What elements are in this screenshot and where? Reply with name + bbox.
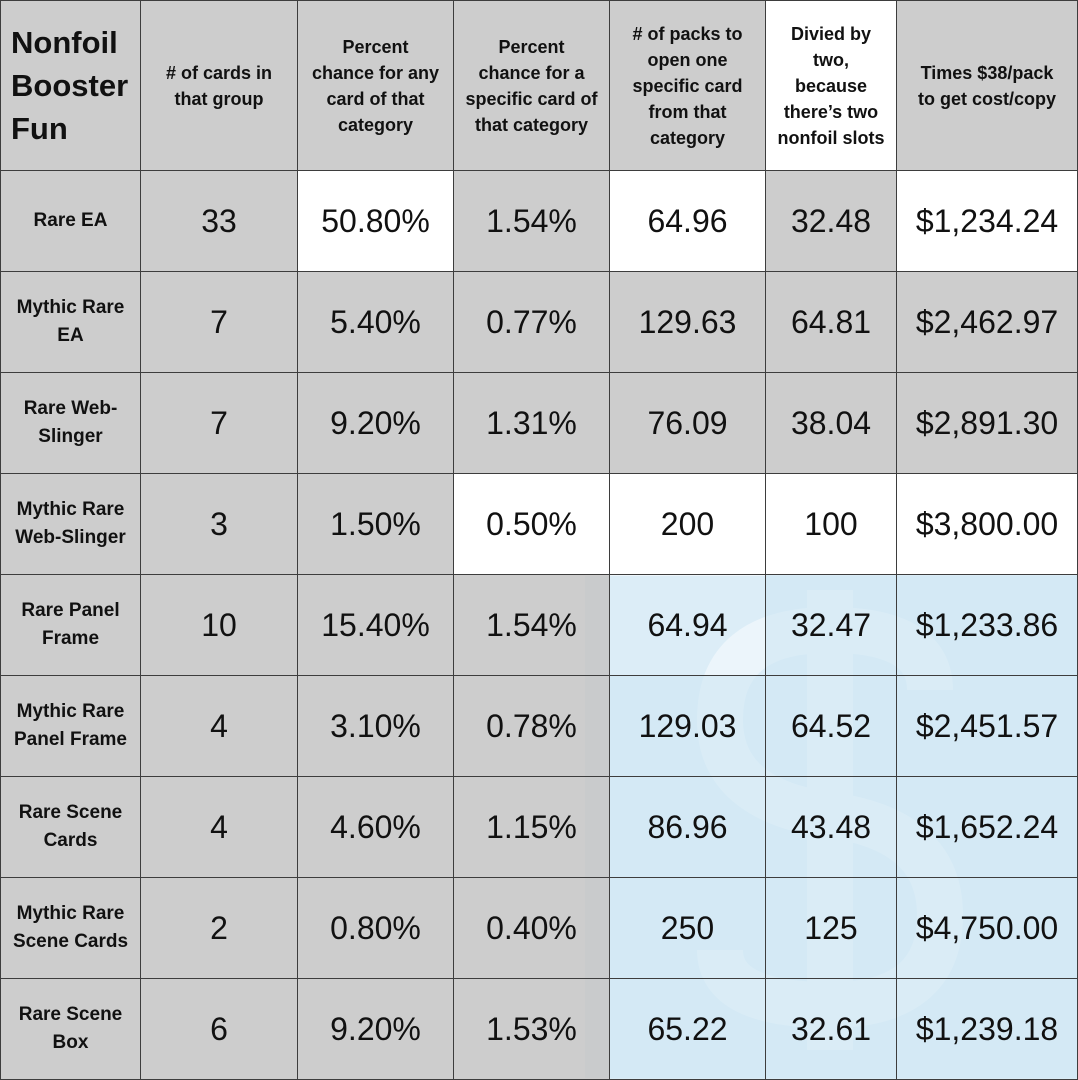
- cell-packs-to-open: 129.03: [609, 675, 766, 777]
- cell-cost-per-copy: $1,233.86: [896, 574, 1078, 676]
- cell-any-card-chance: 1.50%: [297, 473, 454, 575]
- cell-specific-card-chance: 0.77%: [453, 271, 610, 373]
- cell-cost-per-copy: $1,234.24: [896, 170, 1078, 272]
- cell-card-count: 6: [140, 978, 298, 1080]
- cell-divided-by-two: 38.04: [765, 372, 897, 474]
- row-label: Rare EA: [0, 170, 141, 272]
- cell-card-count: 7: [140, 372, 298, 474]
- cell-specific-card-chance: 1.31%: [453, 372, 610, 474]
- cell-cost-per-copy: $2,891.30: [896, 372, 1078, 474]
- cell-divided-by-two: 100: [765, 473, 897, 575]
- row-label: Mythic Rare EA: [0, 271, 141, 373]
- cell-specific-card-chance: 1.53%: [453, 978, 610, 1080]
- cell-packs-to-open: 65.22: [609, 978, 766, 1080]
- cell-divided-by-two: 125: [765, 877, 897, 979]
- cell-any-card-chance: 0.80%: [297, 877, 454, 979]
- header-card-count: # of cards in that group: [140, 0, 298, 171]
- cell-packs-to-open: 250: [609, 877, 766, 979]
- cell-cost-per-copy: $2,462.97: [896, 271, 1078, 373]
- row-label: Rare Scene Cards: [0, 776, 141, 878]
- cell-card-count: 4: [140, 675, 298, 777]
- table-row: Rare Scene Cards 4 4.60% 1.15% 86.96 43.…: [0, 776, 1078, 878]
- row-label: Mythic Rare Panel Frame: [0, 675, 141, 777]
- header-cost-per-copy: Times $38/pack to get cost/copy: [896, 0, 1078, 171]
- cell-specific-card-chance: 1.54%: [453, 170, 610, 272]
- cell-divided-by-two: 64.81: [765, 271, 897, 373]
- cell-divided-by-two: 32.61: [765, 978, 897, 1080]
- cell-packs-to-open: 86.96: [609, 776, 766, 878]
- cell-cost-per-copy: $4,750.00: [896, 877, 1078, 979]
- row-label: Mythic Rare Web-Slinger: [0, 473, 141, 575]
- cell-card-count: 10: [140, 574, 298, 676]
- cell-specific-card-chance: 0.78%: [453, 675, 610, 777]
- cell-card-count: 3: [140, 473, 298, 575]
- cell-divided-by-two: 32.48: [765, 170, 897, 272]
- cell-packs-to-open: 76.09: [609, 372, 766, 474]
- cell-specific-card-chance: 1.15%: [453, 776, 610, 878]
- table-row: Mythic Rare Scene Cards 2 0.80% 0.40% 25…: [0, 877, 1078, 979]
- cell-cost-per-copy: $3,800.00: [896, 473, 1078, 575]
- table-row: Rare EA 33 50.80% 1.54% 64.96 32.48 $1,2…: [0, 170, 1078, 272]
- row-label: Rare Web- Slinger: [0, 372, 141, 474]
- table-row: Mythic Rare Web-Slinger 3 1.50% 0.50% 20…: [0, 473, 1078, 575]
- table-row: Rare Web- Slinger 7 9.20% 1.31% 76.09 38…: [0, 372, 1078, 474]
- cell-any-card-chance: 50.80%: [297, 170, 454, 272]
- cell-specific-card-chance: 1.54%: [453, 574, 610, 676]
- row-label: Mythic Rare Scene Cards: [0, 877, 141, 979]
- cell-card-count: 7: [140, 271, 298, 373]
- cell-any-card-chance: 3.10%: [297, 675, 454, 777]
- cell-any-card-chance: 9.20%: [297, 978, 454, 1080]
- header-any-card-chance: Percent chance for any card of that cate…: [297, 0, 454, 171]
- cell-any-card-chance: 5.40%: [297, 271, 454, 373]
- cell-card-count: 33: [140, 170, 298, 272]
- cell-cost-per-copy: $1,652.24: [896, 776, 1078, 878]
- row-label: Rare Scene Box: [0, 978, 141, 1080]
- cell-specific-card-chance: 0.40%: [453, 877, 610, 979]
- cell-card-count: 4: [140, 776, 298, 878]
- header-specific-card-chance: Percent chance for a specific card of th…: [453, 0, 610, 171]
- table-row: Rare Panel Frame 10 15.40% 1.54% 64.94 3…: [0, 574, 1078, 676]
- cell-any-card-chance: 9.20%: [297, 372, 454, 474]
- cell-packs-to-open: 64.94: [609, 574, 766, 676]
- cell-cost-per-copy: $1,239.18: [896, 978, 1078, 1080]
- cell-divided-by-two: 43.48: [765, 776, 897, 878]
- row-label: Rare Panel Frame: [0, 574, 141, 676]
- cell-any-card-chance: 4.60%: [297, 776, 454, 878]
- cell-packs-to-open: 64.96: [609, 170, 766, 272]
- header-row: Nonfoil Booster Fun # of cards in that g…: [0, 0, 1078, 171]
- cell-packs-to-open: 200: [609, 473, 766, 575]
- cell-divided-by-two: 64.52: [765, 675, 897, 777]
- header-divided-by-two: Divied by two, because there’s two nonfo…: [765, 0, 897, 171]
- cell-divided-by-two: 32.47: [765, 574, 897, 676]
- cell-any-card-chance: 15.40%: [297, 574, 454, 676]
- cell-card-count: 2: [140, 877, 298, 979]
- cell-packs-to-open: 129.63: [609, 271, 766, 373]
- table-row: Mythic Rare EA 7 5.40% 0.77% 129.63 64.8…: [0, 271, 1078, 373]
- cell-cost-per-copy: $2,451.57: [896, 675, 1078, 777]
- cell-specific-card-chance: 0.50%: [453, 473, 610, 575]
- header-packs-to-open: # of packs to open one specific card fro…: [609, 0, 766, 171]
- table-row: Mythic Rare Panel Frame 4 3.10% 0.78% 12…: [0, 675, 1078, 777]
- table-row: Rare Scene Box 6 9.20% 1.53% 65.22 32.61…: [0, 978, 1078, 1080]
- table-title: Nonfoil Booster Fun: [0, 0, 141, 171]
